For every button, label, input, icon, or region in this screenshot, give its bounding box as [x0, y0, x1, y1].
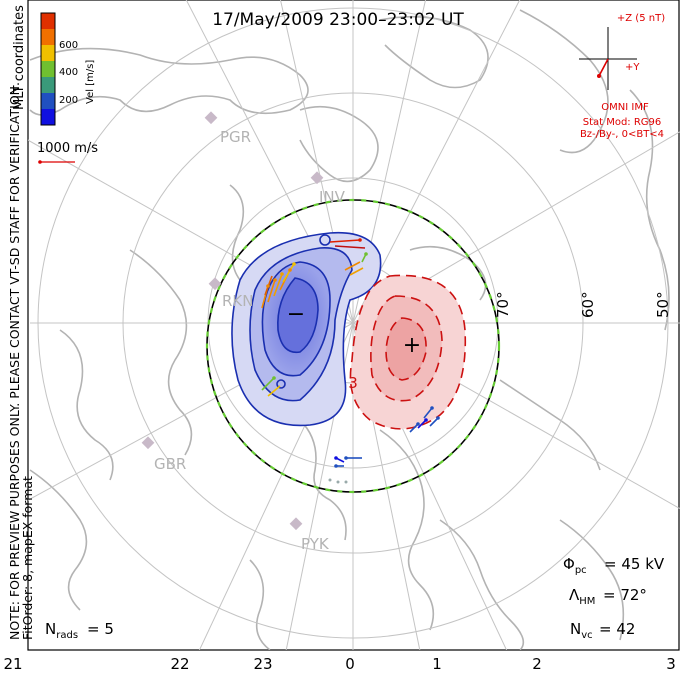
stat-model-label: Stat Mod: RG96: [583, 117, 662, 128]
station-label-rkn: RKN: [222, 292, 253, 310]
station-label-gbr: GBR: [154, 455, 186, 473]
mlt-label-23: 23: [253, 655, 272, 673]
negative-convection-cell: [231, 231, 382, 427]
mlt-label-0: 0: [345, 655, 355, 673]
station-label-pyk: PYK: [301, 535, 330, 553]
velocity-colorbar: 600 400 200 Vel [m/s]: [40, 12, 96, 126]
mlt-axis-labels: 21 22 23 0 1 2 3: [3, 655, 675, 673]
map-title: 17/May/2009 23:00–23:02 UT: [212, 10, 464, 30]
contour-value-label: 3: [348, 374, 358, 392]
colorbar-axis-label: Vel [m/s]: [85, 60, 96, 104]
mlt-label-21: 21: [3, 655, 22, 673]
coordinate-system-label: MLT coordinates: [12, 5, 27, 110]
n-vc-symbol: Nvc: [570, 620, 593, 641]
preview-note: NOTE: FOR PREVIEW PURPOSES ONLY. PLEASE …: [7, 82, 22, 640]
station-label-inv: INV: [319, 188, 346, 206]
lambda-hm-value: = 72°: [603, 586, 647, 604]
station-markers: [141, 111, 324, 531]
fit-order-note: FitOrder: 8, mapEX format: [20, 476, 35, 640]
latitude-label-70: 70°: [494, 291, 512, 318]
imf-condition-label: Bz-/By-, 0<BT<4: [580, 129, 664, 140]
imf-clock-dial: +Z (5 nT) +Y OMNI IMF Stat Mod: RG96 Bz-…: [579, 13, 665, 140]
imf-plus-z-label: +Z (5 nT): [617, 13, 665, 24]
colorbar-tick-200: 200: [59, 95, 78, 106]
mlt-label-22: 22: [170, 655, 189, 673]
velocity-vectors: [261, 239, 439, 467]
positive-cell-marker: +: [403, 333, 421, 358]
station-labels: PGR INV RKN GBR PYK: [154, 128, 346, 553]
positive-convection-cell: [349, 274, 467, 430]
lambda-hm-symbol: ΛHM: [569, 586, 595, 607]
phi-pc-symbol: Φpc: [563, 555, 587, 576]
colorbar-tick-400: 400: [59, 67, 78, 78]
mlt-label-3: 3: [666, 655, 676, 673]
map-area: − + 3 PGR INV RKN GBR PYK 70° 60° 50°: [28, 0, 680, 650]
hm-boundary-green: [205, 198, 501, 494]
scale-vector-label: 1000 m/s: [37, 141, 98, 156]
mlt-label-1: 1: [432, 655, 442, 673]
latitude-label-50: 50°: [654, 291, 672, 318]
imf-source-label: OMNI IMF: [601, 102, 649, 113]
velocity-vector-dots: [266, 238, 440, 484]
station-label-pgr: PGR: [220, 128, 251, 146]
colorbar-tick-600: 600: [59, 40, 78, 51]
latitude-labels: 70° 60° 50°: [494, 291, 672, 318]
imf-plus-y-label: +Y: [625, 62, 640, 73]
latitude-label-60: 60°: [579, 291, 597, 318]
negative-cell-marker: −: [287, 302, 305, 327]
n-rads-value: = 5: [87, 620, 114, 638]
n-rads-symbol: Nrads: [45, 620, 78, 641]
scale-vector-dot: [38, 160, 42, 164]
phi-pc-value: = 45 kV: [604, 555, 665, 573]
map-statistics: Φpc = 45 kV ΛHM = 72° Nvc = 42 Nrads = 5: [45, 555, 665, 641]
mlt-label-2: 2: [532, 655, 542, 673]
n-vc-value: = 42: [599, 620, 635, 638]
